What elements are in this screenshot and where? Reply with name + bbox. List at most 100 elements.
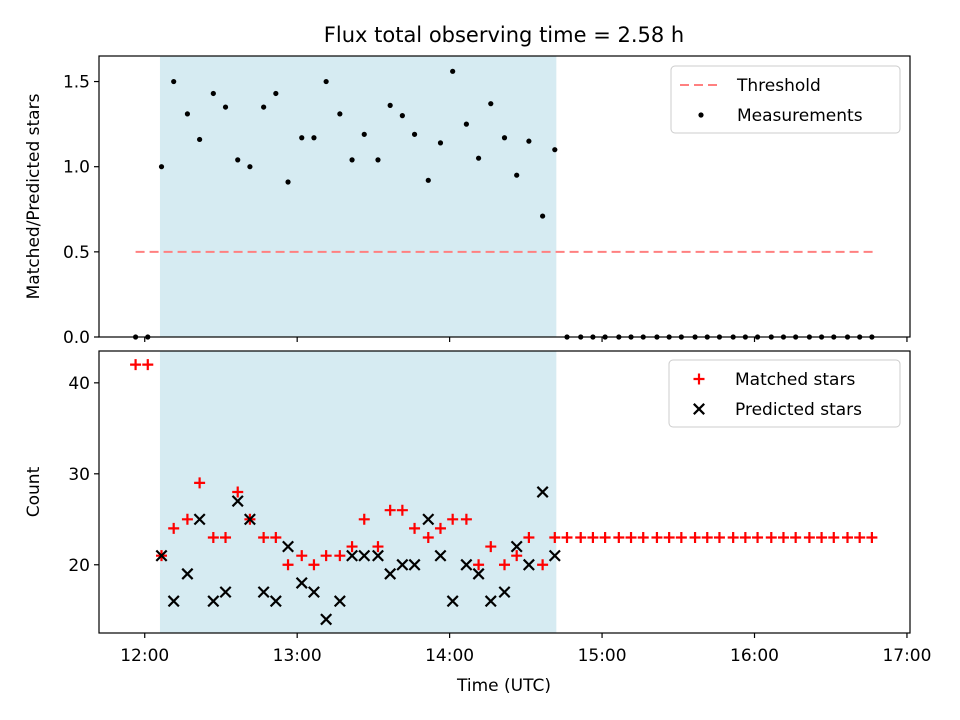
data-point: [130, 359, 142, 371]
data-point: [561, 531, 573, 543]
data-point: [346, 541, 358, 553]
data-point: [323, 78, 329, 85]
data-point: [537, 559, 549, 571]
data-point: [499, 559, 510, 571]
data-point: [473, 559, 485, 571]
data-point: [625, 531, 637, 543]
data-point: [333, 595, 346, 608]
data-point: [269, 595, 282, 608]
data-point: [637, 531, 649, 543]
data-point: [552, 147, 558, 153]
legend-marker: [693, 403, 705, 415]
data-point: [675, 531, 687, 543]
data-point: [790, 531, 802, 543]
legend-label: Matched stars: [735, 370, 855, 390]
data-point: [739, 531, 751, 543]
data-point: [207, 595, 220, 608]
legend-frame: [668, 359, 901, 428]
data-point: [701, 531, 713, 543]
axes-frame: [98, 55, 911, 338]
top-panel: 0.0 0.5 1.0 1.5 Matched/Predicted stars Thres…: [24, 55, 911, 348]
data-point: [258, 531, 270, 543]
data-point: [299, 135, 305, 141]
data-point: [777, 531, 789, 543]
data-point: [346, 549, 359, 562]
shaded-region: [159, 351, 557, 633]
data-point: [422, 531, 434, 543]
y-tick-label: 0.0: [63, 328, 90, 348]
data-point: [540, 213, 546, 219]
data-point: [408, 558, 421, 571]
data-point: [599, 531, 611, 543]
data-point: [158, 164, 165, 170]
data-point: [375, 157, 381, 163]
data-point: [765, 531, 777, 543]
data-point: [446, 595, 459, 608]
data-point: [475, 155, 482, 161]
data-point: [510, 540, 523, 553]
data-point: [384, 567, 397, 580]
data-point: [460, 513, 472, 525]
data-point: [411, 131, 418, 137]
data-point: [358, 549, 371, 562]
data-point: [285, 179, 291, 185]
data-point: [434, 549, 447, 562]
data-point: [171, 78, 177, 85]
data-point: [194, 477, 206, 489]
data-point: [387, 102, 393, 108]
data-point: [282, 559, 294, 571]
data-point: [384, 504, 396, 516]
data-point: [181, 567, 194, 580]
data-point: [816, 531, 828, 543]
y-tick-label: 1.0: [63, 158, 90, 178]
data-point: [472, 567, 485, 580]
y-tick-label: 30: [68, 465, 90, 485]
data-point: [222, 104, 229, 110]
legend-label: Measurements: [737, 106, 863, 126]
data-point: [409, 522, 421, 534]
data-point: [337, 111, 343, 117]
data-point: [334, 550, 346, 562]
y-axis-label: Matched/Predicted stars: [24, 93, 44, 299]
x-axis-label: Time (UTC): [456, 676, 551, 696]
data-point: [181, 513, 193, 525]
data-point: [689, 531, 701, 543]
data-point: [488, 101, 494, 107]
legend: Threshold Measurements: [670, 65, 901, 134]
data-point: [549, 531, 561, 543]
data-point: [231, 495, 244, 508]
data-point: [523, 531, 535, 543]
y-tick-label: 40: [68, 374, 90, 394]
x-tick-label: 14:00: [425, 646, 474, 666]
data-point: [450, 68, 456, 74]
data-point: [447, 513, 459, 525]
data-point: [295, 576, 308, 589]
data-point: [854, 531, 866, 543]
data-point: [219, 586, 232, 599]
data-point: [514, 172, 520, 178]
data-point: [713, 531, 725, 543]
data-point: [257, 586, 270, 599]
data-point: [484, 595, 497, 608]
data-point: [422, 513, 435, 526]
axes-frame: [98, 350, 911, 634]
data-point: [613, 531, 625, 543]
y-axis-label: Count: [24, 466, 44, 517]
data-point: [396, 504, 408, 516]
data-point: [399, 113, 405, 119]
data-point: [296, 550, 308, 562]
data-point: [282, 540, 295, 553]
data-point: [307, 586, 320, 599]
data-point: [361, 131, 367, 137]
data-point: [210, 90, 216, 97]
data-point: [828, 531, 840, 543]
data-point: [308, 559, 320, 571]
data-point: [142, 359, 154, 371]
legend: Matched stars Predicted stars: [668, 359, 901, 428]
data-point: [425, 177, 431, 183]
data-point: [207, 531, 219, 543]
data-point: [522, 558, 535, 571]
data-point: [261, 104, 267, 110]
data-point: [575, 531, 587, 543]
